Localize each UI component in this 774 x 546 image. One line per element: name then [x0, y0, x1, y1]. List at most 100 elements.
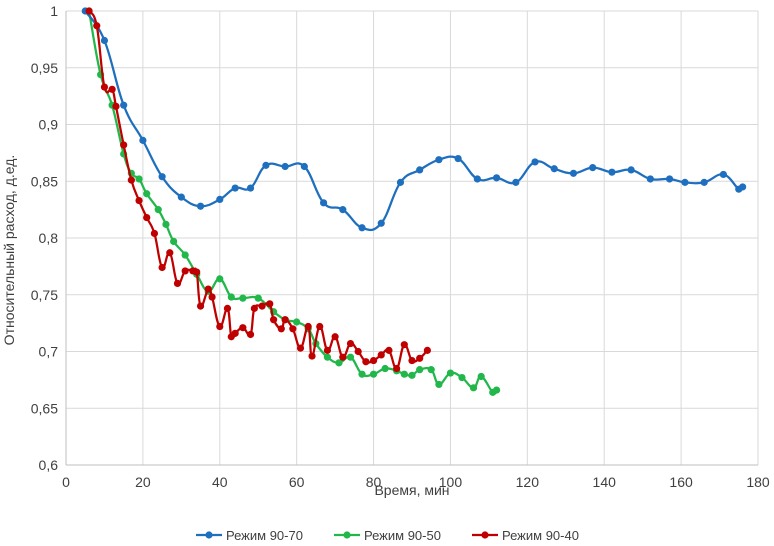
data-point: [193, 268, 201, 276]
data-point: [293, 318, 301, 326]
data-point: [100, 36, 109, 45]
data-point: [135, 196, 143, 205]
data-point: [120, 101, 128, 109]
data-point: [108, 85, 116, 93]
data-point: [308, 352, 316, 360]
data-point: [143, 190, 151, 198]
y-tick-label: 1: [50, 3, 58, 19]
data-point: [646, 175, 654, 183]
x-tick-label: 80: [366, 474, 382, 490]
legend-marker: [205, 531, 213, 539]
data-point: [254, 294, 262, 302]
data-point: [435, 380, 443, 389]
data-point: [231, 184, 239, 192]
data-point: [270, 316, 278, 324]
data-point: [150, 229, 159, 238]
series-2: [85, 7, 501, 396]
data-point: [408, 371, 416, 379]
data-point: [216, 322, 224, 331]
y-tick-label: 0,65: [31, 400, 58, 416]
data-point: [492, 174, 501, 182]
data-point: [458, 374, 466, 382]
data-point: [100, 83, 109, 91]
data-point: [358, 370, 366, 378]
data-point: [531, 158, 539, 166]
tick-labels: 0 20 40 60 80 100 120 140 160 180 0,6 0,65 0,7 0,75 0,…: [31, 3, 770, 490]
data-point: [158, 173, 166, 181]
axes: [65, 11, 758, 466]
data-point: [362, 358, 370, 366]
x-tick-label: 100: [439, 474, 463, 490]
series-3: [85, 7, 431, 373]
y-axis-title: Относительный расход, д.ед.: [1, 155, 17, 346]
data-point: [143, 213, 151, 222]
y-tick-label: 0,95: [31, 60, 58, 76]
data-point: [300, 162, 308, 171]
data-point: [339, 353, 347, 361]
legend-label: Режим 90-50: [364, 528, 441, 543]
data-point: [296, 344, 305, 352]
legend-marker: [481, 531, 489, 539]
legend-marker: [343, 531, 351, 539]
legend-item: Режим 90-70: [196, 528, 303, 543]
data-point: [170, 237, 178, 246]
data-point: [177, 193, 185, 201]
data-point: [258, 302, 266, 310]
data-point: [454, 154, 462, 163]
y-tick-label: 0,7: [39, 344, 59, 360]
x-tick-label: 40: [212, 474, 228, 490]
data-point: [246, 330, 255, 339]
data-point: [162, 220, 170, 228]
x-tick-label: 20: [135, 474, 151, 490]
data-point: [393, 364, 401, 373]
data-point: [396, 178, 405, 186]
data-point: [139, 136, 147, 144]
data-point: [339, 206, 347, 214]
data-point: [608, 168, 616, 176]
data-point: [589, 164, 597, 172]
data-point: [346, 353, 355, 361]
data-point: [204, 285, 212, 293]
data-point: [369, 356, 378, 365]
data-point: [266, 300, 274, 308]
legend-item: Режим 90-40: [472, 528, 579, 543]
data-point: [492, 386, 501, 394]
data-point: [85, 7, 93, 15]
gridlines: [65, 10, 759, 466]
data-point: [277, 325, 285, 333]
plot-area: [81, 7, 747, 396]
data-point: [227, 293, 235, 301]
data-point: [700, 178, 708, 186]
data-point: [627, 166, 635, 174]
data-point: [316, 322, 324, 331]
data-point: [158, 263, 166, 272]
data-point: [469, 384, 478, 392]
data-point: [262, 161, 270, 169]
data-point: [427, 366, 435, 374]
y-tick-label: 0,9: [39, 117, 59, 133]
data-point: [739, 183, 747, 191]
legend-label: Режим 90-40: [502, 528, 579, 543]
data-point: [423, 346, 431, 354]
data-point: [435, 156, 443, 164]
data-point: [319, 199, 328, 207]
data-point: [369, 370, 378, 378]
data-point: [181, 267, 189, 275]
data-point: [239, 294, 247, 302]
data-point: [112, 102, 120, 110]
data-point: [416, 366, 424, 374]
data-point: [665, 175, 674, 183]
data-point: [408, 356, 416, 365]
data-point: [231, 329, 239, 337]
x-tick-label: 60: [289, 474, 305, 490]
data-point: [216, 275, 224, 283]
data-point: [250, 304, 258, 312]
data-point: [173, 279, 182, 287]
data-point: [377, 219, 385, 227]
data-point: [473, 175, 481, 183]
data-point: [550, 165, 558, 173]
y-tick-label: 0,85: [31, 173, 58, 189]
data-point: [346, 339, 355, 348]
x-tick-label: 140: [593, 474, 617, 490]
